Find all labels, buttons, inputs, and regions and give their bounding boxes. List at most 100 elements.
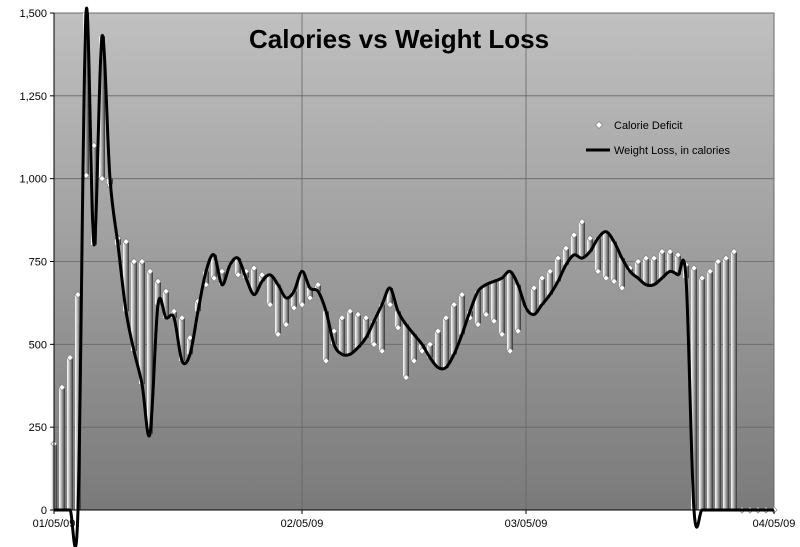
deficit-bar (75, 294, 81, 510)
calorie-deficit-point (658, 247, 666, 256)
deficit-bar (411, 334, 417, 361)
calorie-deficit-point (98, 175, 106, 183)
calorie-deficit-point (370, 340, 378, 348)
deficit-bar (667, 251, 673, 272)
calorie-deficit-point (610, 277, 618, 285)
deficit-bar (539, 278, 545, 305)
y-tick-label: 1,500 (19, 8, 47, 20)
deficit-bar (179, 317, 185, 361)
calorie-deficit-point (650, 254, 658, 262)
deficit-bar (307, 288, 313, 298)
deficit-bar (571, 234, 577, 255)
deficit-bar (507, 271, 513, 351)
calorie-deficit-point (570, 231, 578, 239)
deficit-bar (707, 271, 713, 510)
deficit-bar (691, 268, 697, 510)
legend-label-weight-loss: Weight Loss, in calories (614, 145, 730, 157)
calorie-deficit-point (362, 314, 370, 322)
deficit-bar (299, 271, 305, 305)
calorie-deficit-point (602, 274, 610, 282)
calorie-deficit-point (506, 347, 514, 355)
deficit-bar (715, 261, 721, 510)
weight-loss-line-group (54, 6, 774, 547)
calorie-deficit-point (146, 267, 154, 276)
deficit-bar (451, 304, 457, 355)
calorie-deficit-point (178, 314, 186, 322)
y-tick-label: 750 (29, 257, 47, 269)
calorie-deficit-point (530, 284, 538, 292)
deficit-bar (203, 271, 209, 285)
calorie-deficit-point (562, 244, 570, 252)
deficit-bar (283, 297, 289, 325)
deficit-bar (123, 241, 129, 312)
deficit-bar (379, 304, 385, 351)
y-tick-label: 500 (29, 339, 47, 351)
deficit-bar (331, 331, 337, 345)
deficit-bar (475, 291, 481, 325)
deficit-bar (219, 271, 225, 285)
deficit-bar (595, 238, 601, 272)
legend-label-calorie-deficit: Calorie Deficit (614, 120, 682, 132)
calorie-deficit-point (666, 247, 674, 256)
calorie-deficit-point (386, 300, 394, 309)
calorie-deficit-point (674, 251, 682, 259)
deficit-bar (403, 324, 409, 378)
calorie-deficit-point (170, 307, 178, 315)
x-tick-label: 01/05/09 (33, 518, 76, 530)
deficit-bar (323, 311, 329, 361)
deficit-bar (131, 261, 137, 351)
chart-title: Calories vs Weight Loss (249, 24, 549, 54)
calorie-deficit-point (338, 314, 346, 322)
calorie-deficit-point (490, 317, 498, 325)
deficit-bar (435, 331, 441, 368)
deficit-bar (99, 36, 105, 179)
calorie-deficit-point (298, 300, 306, 309)
x-tick-label: 03/05/09 (505, 518, 548, 530)
deficit-bar (267, 274, 273, 305)
calorie-deficit-point (306, 294, 314, 302)
calorie-deficit-point (186, 334, 194, 342)
legend: Calorie Deficit Weight Loss, in calories (586, 120, 730, 157)
calorie-deficit-point (578, 218, 586, 226)
deficit-bars (51, 13, 737, 510)
calorie-deficit-point (218, 267, 226, 276)
calorie-deficit-point (378, 347, 386, 355)
deficit-bar (155, 281, 161, 305)
calorie-deficit-point (474, 320, 482, 329)
legend-marker-calorie-deficit (594, 120, 604, 130)
deficit-bar (187, 337, 193, 355)
deficit-bar (723, 258, 729, 510)
deficit-bar (491, 281, 497, 322)
deficit-bar (531, 288, 537, 315)
deficit-bar (499, 278, 505, 335)
deficit-bar (139, 261, 145, 385)
calorie-deficit-point (282, 320, 290, 329)
deficit-bar (675, 254, 681, 275)
deficit-bar (611, 241, 617, 282)
deficit-bar (483, 284, 489, 315)
deficit-bar (339, 317, 345, 355)
calorie-deficit-point (618, 284, 626, 292)
deficit-bar (275, 284, 281, 335)
calorie-deficit-point (514, 327, 522, 335)
calorie-deficit-point (498, 330, 506, 339)
calorie-deficit-point (66, 353, 74, 362)
y-tick-label: 1,250 (19, 91, 47, 103)
deficit-bar (387, 288, 393, 305)
x-tick-label: 04/05/09 (753, 518, 796, 530)
deficit-bar (587, 238, 593, 252)
deficit-bar (67, 357, 73, 510)
calorie-deficit-point (266, 300, 274, 309)
calorie-deficit-point (426, 340, 434, 348)
calorie-deficit-point (154, 277, 162, 285)
calorie-deficit-markers (50, 141, 778, 514)
calorie-deficit-point (730, 247, 738, 256)
deficit-bar (651, 258, 657, 285)
deficit-bar (547, 271, 553, 295)
deficit-bar (163, 291, 169, 318)
calorie-deficit-point (250, 264, 258, 272)
calorie-deficit-point (274, 330, 282, 339)
y-tick-label: 250 (29, 422, 47, 434)
calorie-deficit-point (314, 281, 322, 289)
